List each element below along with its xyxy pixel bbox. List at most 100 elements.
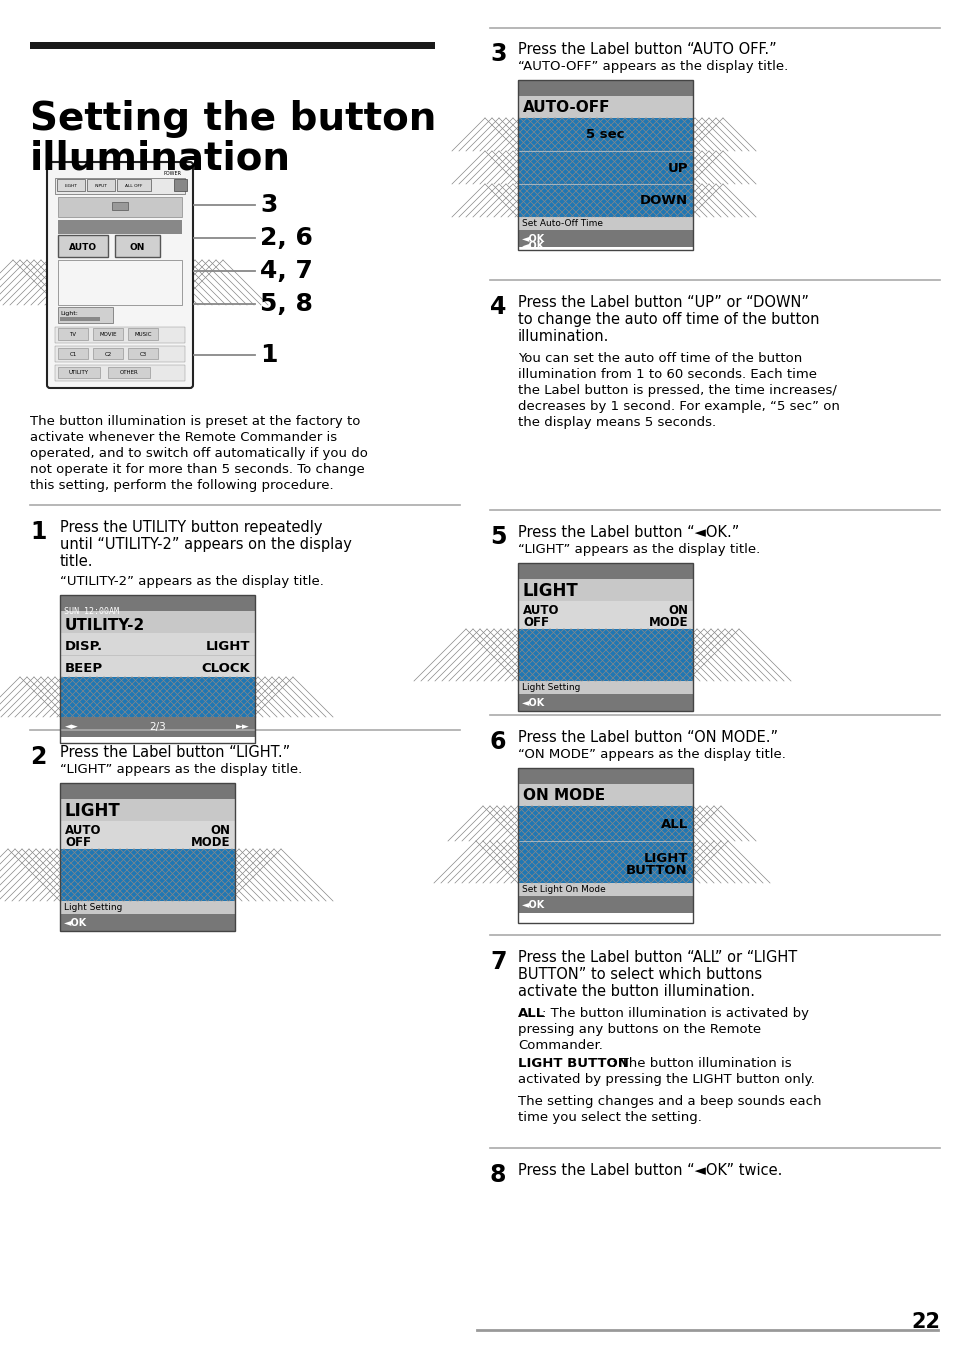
Text: 1: 1	[260, 343, 277, 366]
Bar	[517, 229, 692, 247]
Bar	[60, 783, 234, 799]
Bar	[517, 806, 692, 841]
Bar	[517, 601, 692, 630]
Text: 5: 5	[490, 525, 506, 550]
Text: Press the Label button “UP” or “DOWN”: Press the Label button “UP” or “DOWN”	[517, 294, 808, 309]
Text: the Label button is pressed, the time increases/: the Label button is pressed, the time in…	[517, 384, 836, 398]
Text: TV: TV	[70, 332, 76, 338]
Text: Press the Label button “◄OK” twice.: Press the Label button “◄OK” twice.	[517, 1163, 781, 1178]
Text: “UTILITY-2” appears as the display title.: “UTILITY-2” appears as the display title…	[60, 575, 323, 588]
Text: MUSIC: MUSIC	[134, 332, 152, 338]
Text: decreases by 1 second. For example, “5 sec” on: decreases by 1 second. For example, “5 s…	[517, 400, 839, 413]
Bar	[128, 347, 158, 360]
Text: operated, and to switch off automatically if you do: operated, and to switch off automaticall…	[30, 446, 368, 460]
Bar	[30, 42, 435, 49]
Text: AUTO-OFF: AUTO-OFF	[522, 100, 610, 115]
Text: 8: 8	[490, 1163, 506, 1187]
Bar	[58, 261, 182, 305]
Text: the display means 5 seconds.: the display means 5 seconds.	[517, 417, 716, 429]
Text: Press the Label button “ON MODE.”: Press the Label button “ON MODE.”	[517, 730, 778, 745]
Bar	[58, 197, 182, 217]
Text: illumination from 1 to 60 seconds. Each time: illumination from 1 to 60 seconds. Each …	[517, 368, 816, 381]
Text: 7: 7	[490, 950, 506, 974]
Bar	[517, 151, 692, 185]
Text: : The button illumination is activated by: : The button illumination is activated b…	[541, 1007, 808, 1020]
Bar	[173, 179, 187, 191]
Text: DISP.: DISP.	[65, 641, 103, 654]
Bar	[517, 806, 692, 841]
Text: “ON MODE” appears as the display title.: “ON MODE” appears as the display title.	[517, 748, 785, 761]
Text: activated by pressing the LIGHT button only.: activated by pressing the LIGHT button o…	[517, 1073, 814, 1086]
Text: AUTO: AUTO	[69, 243, 97, 251]
Bar	[517, 784, 692, 806]
Bar	[517, 896, 692, 913]
Text: Light Setting: Light Setting	[64, 904, 122, 912]
Text: LIGHT: LIGHT	[65, 185, 77, 189]
Bar	[55, 178, 185, 194]
Text: Set Auto-Off Time: Set Auto-Off Time	[521, 220, 602, 228]
Bar	[517, 563, 692, 579]
Bar	[517, 118, 692, 151]
Bar	[60, 799, 234, 821]
Text: activate whenever the Remote Commander is: activate whenever the Remote Commander i…	[30, 432, 336, 444]
Bar	[517, 80, 692, 96]
FancyBboxPatch shape	[47, 161, 193, 388]
Bar	[60, 594, 254, 744]
Bar	[517, 841, 692, 883]
Text: ON: ON	[667, 604, 687, 617]
Text: LIGHT: LIGHT	[643, 851, 687, 864]
Bar	[58, 347, 88, 360]
Text: ALL: ALL	[517, 1007, 545, 1020]
Text: Press the Label button “LIGHT.”: Press the Label button “LIGHT.”	[60, 745, 290, 760]
Bar	[517, 151, 692, 185]
Text: You can set the auto off time of the button: You can set the auto off time of the but…	[517, 351, 801, 365]
Bar	[517, 185, 692, 217]
Bar	[112, 202, 128, 210]
Text: MOVIE: MOVIE	[99, 332, 116, 338]
Bar	[58, 261, 182, 305]
Text: Light:: Light:	[60, 312, 78, 316]
Text: until “UTILITY-2” appears on the display: until “UTILITY-2” appears on the display	[60, 537, 352, 552]
Text: Set Light On Mode: Set Light On Mode	[521, 886, 605, 894]
Text: ◄OK: ◄OK	[521, 242, 545, 251]
Bar	[517, 118, 692, 151]
Bar	[92, 347, 123, 360]
Text: CLOCK: CLOCK	[201, 662, 250, 676]
Text: ◄OK: ◄OK	[521, 900, 545, 911]
Bar	[58, 328, 88, 341]
Text: 4: 4	[490, 294, 506, 319]
Text: 22: 22	[910, 1312, 940, 1333]
Text: : The button illumination is: : The button illumination is	[612, 1057, 791, 1071]
Text: Setting the button: Setting the button	[30, 100, 436, 138]
Text: POWER: POWER	[164, 171, 182, 176]
Text: to change the auto off time of the button: to change the auto off time of the butto…	[517, 312, 819, 327]
Text: 2/3: 2/3	[149, 722, 166, 731]
Text: activate the button illumination.: activate the button illumination.	[517, 984, 754, 999]
Text: C2: C2	[104, 351, 112, 357]
Text: 2, 6: 2, 6	[260, 227, 313, 250]
Text: BEEP: BEEP	[65, 662, 103, 676]
Text: 5 sec: 5 sec	[586, 129, 624, 141]
Bar	[57, 179, 85, 191]
Bar	[115, 235, 160, 256]
Text: LIGHT: LIGHT	[205, 641, 250, 654]
Text: time you select the setting.: time you select the setting.	[517, 1111, 701, 1124]
Text: SUN 12:00AM: SUN 12:00AM	[64, 607, 119, 616]
Text: 6: 6	[490, 730, 506, 754]
Text: not operate it for more than 5 seconds. To change: not operate it for more than 5 seconds. …	[30, 463, 364, 476]
Text: DOWN: DOWN	[639, 194, 687, 208]
Bar	[517, 693, 692, 711]
Text: Press the Label button “◄OK.”: Press the Label button “◄OK.”	[517, 525, 739, 540]
Text: UP: UP	[667, 161, 687, 175]
Bar	[60, 611, 254, 632]
Text: ON MODE: ON MODE	[522, 788, 604, 803]
Text: Commander.: Commander.	[517, 1039, 602, 1052]
Text: UTILITY: UTILITY	[69, 370, 89, 376]
Text: AUTO: AUTO	[522, 604, 558, 617]
Text: this setting, perform the following procedure.: this setting, perform the following proc…	[30, 479, 334, 493]
Bar	[60, 594, 254, 611]
Text: 5, 8: 5, 8	[260, 292, 313, 316]
Bar	[60, 901, 234, 915]
Text: LIGHT BUTTON: LIGHT BUTTON	[517, 1057, 628, 1071]
Bar	[517, 80, 692, 250]
